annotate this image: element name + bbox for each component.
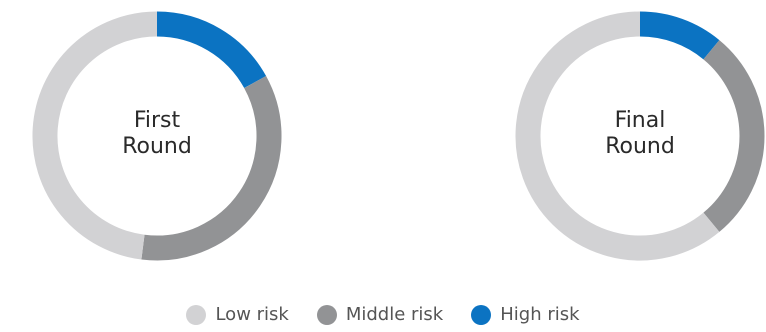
chart-legend: Low risk Middle risk High risk — [0, 304, 766, 325]
donut-final-round-label-line-1: Final — [615, 108, 666, 133]
donut-first-round: First Round — [32, 11, 282, 261]
donut-first-round-label-line-2: Round — [122, 134, 192, 159]
legend-swatch-low-risk — [186, 304, 207, 325]
donut-final-round-slice-low-risk — [515, 11, 720, 261]
donut-first-round-slice-middle-risk — [141, 76, 282, 261]
legend-label-low-risk: Low risk — [215, 304, 289, 325]
donut-first-round-slice-low-risk — [32, 11, 158, 260]
legend-item-high-risk: High risk — [471, 304, 580, 325]
legend-label-middle-risk: Middle risk — [345, 304, 444, 325]
donut-final-round-slice-middle-risk — [703, 40, 765, 232]
legend-swatch-middle-risk — [316, 304, 337, 325]
legend-swatch-high-risk — [471, 304, 492, 325]
donut-final-round-slice-high-risk — [639, 11, 720, 60]
legend-item-low-risk: Low risk — [186, 304, 289, 325]
donut-first-round-label-line-1: First — [134, 108, 181, 133]
donut-first-round-slice-high-risk — [156, 11, 267, 89]
legend-label-high-risk: High risk — [500, 304, 580, 325]
donut-final-round: Final Round — [515, 11, 765, 261]
donut-final-round-label-line-2: Round — [605, 134, 675, 159]
donut-charts: First Round Final Round — [32, 11, 765, 261]
legend-item-middle-risk: Middle risk — [316, 304, 444, 325]
